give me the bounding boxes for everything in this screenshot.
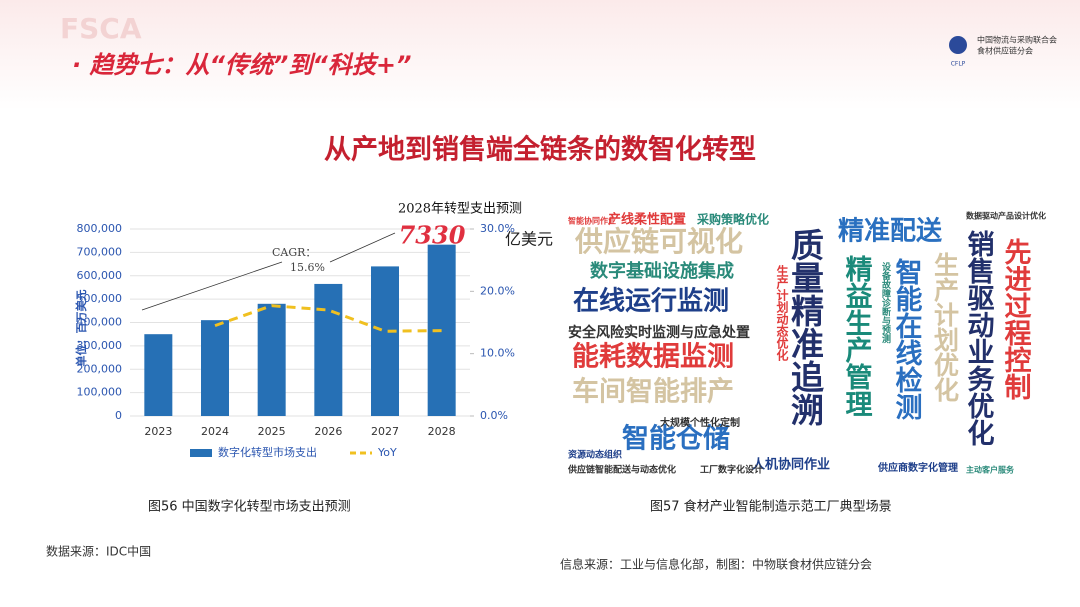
word: 工厂数字化设计: [700, 464, 763, 476]
word: 在线运行监测: [573, 286, 729, 317]
word: 智能协同作业: [568, 216, 616, 226]
y2-tick-label: 30.0%: [480, 222, 515, 235]
legend-swatch: [190, 449, 212, 457]
word: 能耗数据监测: [572, 341, 734, 373]
source: 信息来源：工业与信息化部，制图：中物联食材供应链分会: [560, 557, 872, 572]
word: 精益生产管理: [841, 255, 873, 417]
logo-icon: [949, 36, 967, 54]
heading: · 趋势七：从“传统”到“科技+”: [72, 51, 411, 79]
word: 供应链智能配送与动态优化: [567, 464, 676, 476]
word-cloud: [563, 210, 1033, 480]
watermark: FSCA: [60, 12, 142, 45]
word: 智能仓储: [622, 423, 730, 455]
y-tick-label: 500,000: [77, 292, 123, 305]
word: 人机协同作业: [752, 457, 830, 473]
word: 生产计划优化: [931, 252, 960, 402]
word: 智能在线检测: [891, 258, 923, 420]
logo-mark: CFLP: [951, 61, 966, 68]
legend-label: YoY: [377, 446, 397, 459]
word: 大规模个性化定制: [660, 416, 740, 429]
y-tick-label: 200,000: [77, 362, 123, 375]
caption: 图56 中国数字化转型市场支出预测: [148, 499, 351, 515]
x-tick-label: 2026: [314, 425, 342, 438]
x-tick-label: 2027: [371, 425, 399, 438]
word: 供应链可视化: [574, 225, 743, 258]
legend-label: 数字化转型市场支出: [218, 445, 317, 459]
y-tick-label: 600,000: [77, 269, 123, 282]
word: 数字基础设施集成: [590, 260, 734, 282]
word: 供应商数字化管理: [877, 461, 958, 474]
word: 销售驱动业务优化: [963, 230, 995, 446]
annotation-arrow: [329, 232, 396, 263]
annotation: 15.6%: [290, 261, 325, 274]
annotation: 亿美元: [505, 230, 553, 249]
logo-org: 中国物流与采购联合会: [977, 35, 1057, 45]
y-tick-label: 100,000: [77, 386, 123, 399]
word: 设备故障诊断与预测: [880, 261, 892, 344]
bar: [427, 244, 456, 416]
y2-tick-label: 20.0%: [480, 284, 515, 297]
word: 产线柔性配置: [608, 212, 686, 228]
y2-tick-label: 10.0%: [480, 347, 515, 360]
bar: [314, 283, 343, 416]
bar: [257, 303, 286, 416]
word: 车间智能排产: [572, 376, 734, 408]
annotation: 7330: [399, 221, 466, 250]
word: 安全风险实时监测与应急处置: [568, 324, 750, 341]
header-bg: [0, 0, 1080, 110]
caption: 图57 食材产业智能制造示范工厂典型场景: [650, 499, 892, 515]
y-tick-label: 700,000: [77, 245, 123, 258]
word: 资源动态组织: [568, 449, 622, 461]
title: 从产地到销售端全链条的数智化转型: [324, 134, 756, 166]
word: 主动客户服务: [966, 465, 1015, 475]
x-tick-label: 2024: [201, 425, 229, 438]
annotation: 2028年转型支出预测: [398, 202, 522, 217]
y-tick-label: 400,000: [77, 316, 123, 329]
y-tick-label: 800,000: [77, 222, 123, 235]
bar: [371, 266, 399, 416]
source: 数据来源：IDC中国: [46, 544, 151, 559]
logo-branch: 食材供应链分会: [977, 46, 1033, 56]
x-tick-label: 2023: [144, 425, 172, 438]
word: 精准配送: [838, 217, 942, 247]
bar: [201, 320, 229, 416]
word: 采购策略优化: [696, 212, 769, 227]
line: [214, 304, 442, 333]
y-axis-label: 单位：百万美元: [74, 290, 88, 367]
bar: [144, 334, 173, 416]
y-tick-label: 300,000: [77, 339, 123, 352]
word: 生产计划动态优化: [775, 264, 789, 362]
x-tick-label: 2025: [258, 425, 286, 438]
y2-tick-label: 0.0%: [480, 409, 508, 422]
x-tick-label: 2028: [428, 425, 456, 438]
word: 先进过程控制: [1000, 238, 1032, 400]
word: 质量精准追溯: [786, 228, 825, 426]
word: 数据驱动产品设计优化: [966, 211, 1046, 221]
annotation-arrow: [141, 261, 283, 311]
annotation: CAGR：: [272, 246, 316, 259]
y-tick-label: 0: [115, 409, 122, 422]
